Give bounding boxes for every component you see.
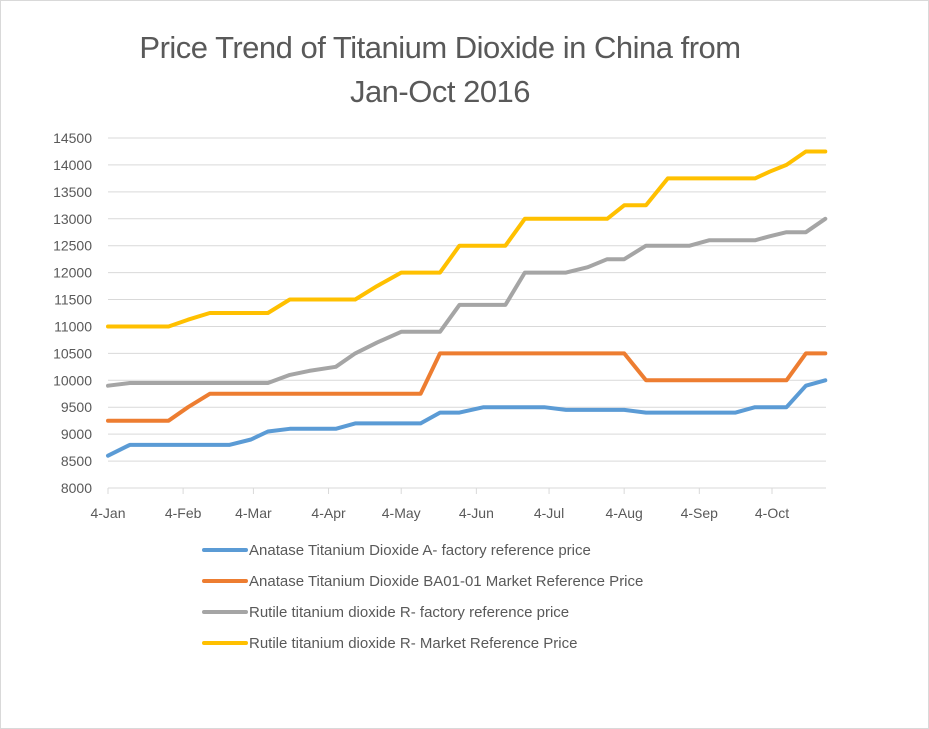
x-tick-label: 4-Oct bbox=[755, 505, 789, 521]
x-tick-label: 4-Apr bbox=[311, 505, 346, 521]
x-tick-label: 4-Aug bbox=[605, 505, 642, 521]
legend-item: Rutile titanium dioxide R- Market Refere… bbox=[202, 635, 577, 652]
x-tick-label: 4-Jan bbox=[90, 505, 125, 521]
x-tick-label: 4-Feb bbox=[165, 505, 202, 521]
legend-item: Anatase Titanium Dioxide BA01-01 Market … bbox=[202, 573, 643, 590]
chart-title-line-2: Jan-Oct 2016 bbox=[349, 74, 531, 109]
series-line bbox=[106, 149, 828, 329]
y-axis: 8000 8500 9000 9500 10000 10500 11000 11500 1200… bbox=[53, 130, 92, 496]
x-tick-label: 4-Mar bbox=[235, 505, 272, 521]
y-tick-label: 13000 bbox=[53, 211, 92, 227]
y-tick-label: 9000 bbox=[61, 426, 92, 442]
y-tick-label: 11000 bbox=[54, 318, 92, 334]
y-tick-label: 12500 bbox=[53, 238, 92, 254]
series-line bbox=[106, 216, 828, 388]
y-tick-label: 10000 bbox=[53, 372, 92, 388]
y-tick-label: 14500 bbox=[53, 130, 92, 146]
y-tick-label: 10500 bbox=[53, 345, 92, 361]
y-tick-label: 12000 bbox=[53, 265, 92, 281]
series-line bbox=[106, 351, 828, 423]
legend: Anatase Titanium Dioxide A- factory refe… bbox=[202, 542, 643, 652]
series-line bbox=[106, 378, 828, 458]
chart-title-line-1: Price Trend of Titanium Dioxide in China… bbox=[139, 30, 741, 65]
x-tick-label: 4-Sep bbox=[681, 505, 719, 521]
x-tick-label: 4-May bbox=[382, 505, 421, 521]
y-tick-label: 11500 bbox=[54, 292, 92, 308]
legend-label: Anatase Titanium Dioxide BA01-01 Market … bbox=[249, 573, 643, 590]
legend-item: Rutile titanium dioxide R- factory refer… bbox=[202, 604, 569, 621]
y-tick-label: 8500 bbox=[61, 453, 92, 469]
y-tick-label: 9500 bbox=[61, 399, 92, 415]
y-tick-label: 13500 bbox=[53, 184, 92, 200]
y-tick-label: 14000 bbox=[53, 157, 92, 173]
x-tick-label: 4-Jun bbox=[459, 505, 494, 521]
legend-label: Rutile titanium dioxide R- factory refer… bbox=[249, 604, 569, 621]
legend-label: Rutile titanium dioxide R- Market Refere… bbox=[249, 635, 577, 652]
legend-item: Anatase Titanium Dioxide A- factory refe… bbox=[202, 542, 591, 559]
x-tick-label: 4-Jul bbox=[534, 505, 564, 521]
series-lines bbox=[106, 149, 828, 458]
x-axis: 4-Jan 4-Feb 4-Mar 4-Apr 4-May 4-Jun 4-Jul 4-Aug… bbox=[90, 487, 826, 521]
legend-label: Anatase Titanium Dioxide A- factory refe… bbox=[249, 542, 591, 559]
y-tick-label: 8000 bbox=[61, 480, 92, 496]
